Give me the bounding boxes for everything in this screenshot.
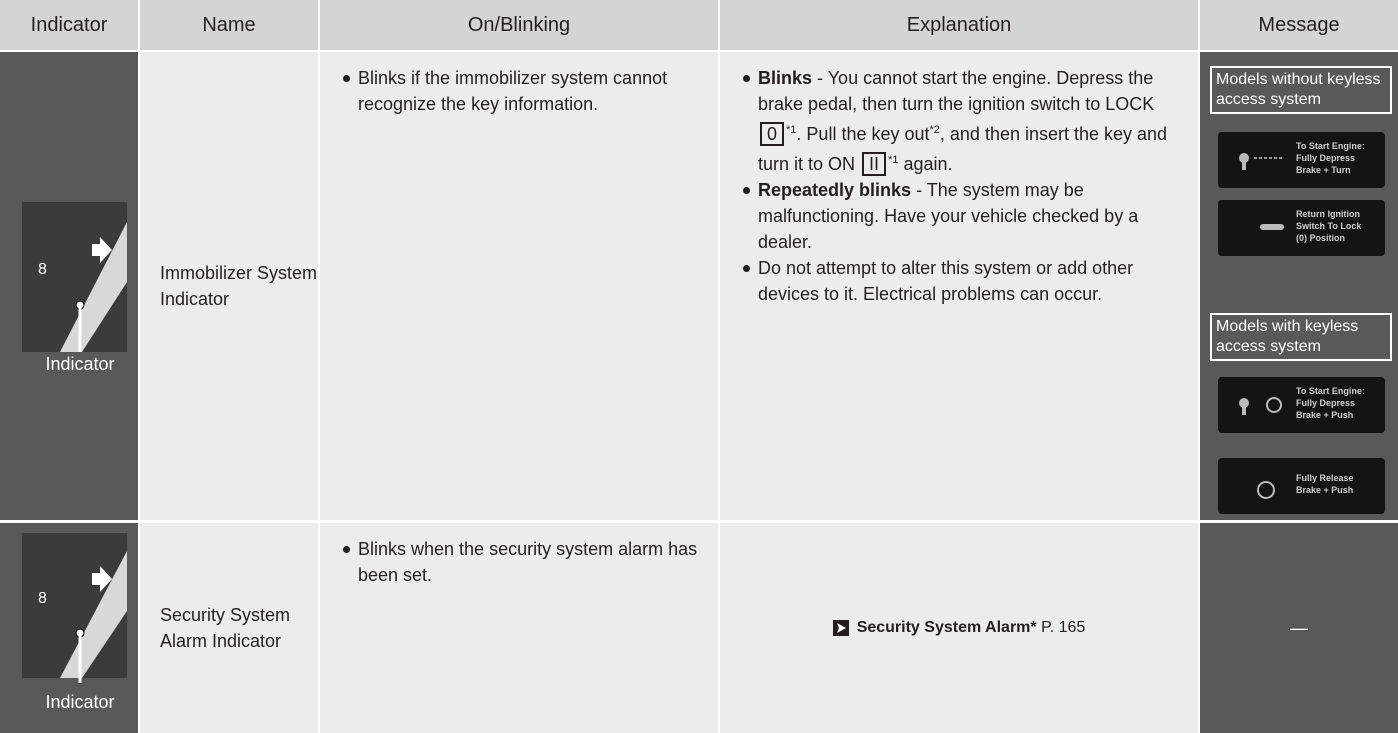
text: . Pull the key out: [796, 124, 930, 144]
header-cell: Explanation: [720, 0, 1198, 50]
screen-line: To Start Engine:: [1296, 141, 1365, 151]
screen-line: To Start Engine:: [1296, 386, 1365, 396]
list: Blinks when the security system alarm ha…: [340, 536, 698, 588]
screen-line: Brake + Push: [1296, 485, 1354, 495]
message-cell: Models without keyless access system To …: [1200, 52, 1398, 520]
bold-text: Blinks: [758, 68, 813, 88]
name-text: Security System Alarm Indicator: [160, 605, 291, 651]
header-cell: Indicator: [0, 0, 138, 50]
text: - The system may be malfunctioning. Have…: [758, 180, 1139, 252]
indicator-cell: 8 Indicator: [0, 523, 138, 733]
bullet: Blinks when the security system alarm ha…: [343, 536, 698, 588]
screen-icon: [1239, 397, 1282, 415]
indicator-image: 8 Indicator: [22, 202, 127, 374]
model-label: Models without keyless access system: [1210, 66, 1392, 114]
key-symbol: 0: [760, 122, 785, 146]
header-cell: On/Blinking: [320, 0, 718, 50]
explanation-cell: Blinks - You cannot start the engine. De…: [720, 52, 1198, 520]
indicator-image: 8 Indicator: [22, 533, 127, 712]
stripe: [60, 222, 127, 352]
screen-line: Return Ignition: [1296, 209, 1360, 219]
screen-icon: [1257, 481, 1275, 499]
screen-text: To Start Engine: Fully Depress Brake + Pus…: [1296, 385, 1365, 421]
screen-line: Brake + Push: [1296, 410, 1354, 420]
message-text: —: [1290, 618, 1308, 638]
header-text: Message: [1258, 14, 1340, 36]
indicator-label: Indicator: [45, 354, 114, 374]
bullet: Blinks - You cannot start the engine. De…: [743, 65, 1184, 177]
name-cell: Immobilizer System Indicator: [140, 52, 318, 520]
screen-text: To Start Engine: Fully Depress Brake + Tur…: [1296, 140, 1365, 176]
message-screen: To Start Engine: Fully Depress Brake + Tur…: [1218, 132, 1385, 188]
screen-text: Return Ignition Switch To Lock (0) Positio…: [1296, 208, 1361, 244]
link-mark: *: [1030, 619, 1037, 636]
footnote: *2: [929, 124, 940, 136]
bold-text: Repeatedly blinks: [758, 180, 912, 200]
bullet: Do not attempt to alter this system or a…: [743, 255, 1184, 307]
bullet: Blinks if the immobilizer system cannot …: [343, 65, 698, 117]
message-screen: Fully Release Brake + Push: [1218, 458, 1385, 514]
header-cell: Name: [140, 0, 318, 50]
on-blinking-cell: Blinks when the security system alarm ha…: [320, 523, 718, 733]
name-text: Immobilizer System Indicator: [160, 263, 318, 309]
list: Blinks - You cannot start the engine. De…: [740, 65, 1184, 307]
link-text[interactable]: Security System Alarm: [856, 619, 1031, 636]
header-text: Indicator: [30, 14, 108, 36]
indicator-number: 8: [38, 261, 47, 278]
bullet: Repeatedly blinks - The system may be ma…: [743, 177, 1184, 255]
screen-line: Fully Depress: [1296, 398, 1356, 408]
header-text: On/Blinking: [467, 14, 571, 36]
link-icon: [832, 620, 849, 636]
model-label: Models with keyless access system: [1210, 313, 1392, 361]
footnote: *1: [786, 124, 797, 136]
page-ref: P. 165: [1041, 619, 1086, 636]
text: again.: [898, 154, 953, 174]
indicator-cell: 8 Indicator: [0, 52, 138, 520]
key-symbol: II: [862, 152, 887, 176]
text: , and then insert the key and turn it to…: [758, 124, 1168, 174]
stripe: [60, 551, 127, 678]
list: Blinks if the immobilizer system cannot …: [340, 65, 698, 117]
arrow: [92, 237, 112, 263]
screen-icon: [1239, 153, 1284, 170]
indicator-label: Indicator: [45, 692, 114, 712]
header-text: Name: [202, 14, 256, 36]
screen-line: Brake + Turn: [1296, 165, 1351, 175]
screen-icon: [1260, 224, 1284, 230]
text: Do not attempt to alter this system or a…: [758, 258, 1134, 304]
text: - You cannot start the engine. Depress t…: [758, 68, 1155, 114]
screen-line: Switch To Lock: [1296, 221, 1362, 231]
explanation-cell: Security System Alarm * P. 165: [720, 523, 1198, 733]
on-blinking-cell: Blinks if the immobilizer system cannot …: [320, 52, 718, 520]
screen-line: Fully Depress: [1296, 153, 1356, 163]
header-text: Explanation: [906, 14, 1012, 36]
message-screen: Return Ignition Switch To Lock (0) Positio…: [1218, 200, 1385, 256]
message-screen: To Start Engine: Fully Depress Brake + Pus…: [1218, 377, 1385, 433]
screen-line: (0) Position: [1296, 233, 1345, 243]
footnote: *1: [888, 154, 899, 166]
arrow: [92, 566, 112, 592]
indicator-number: 8: [38, 590, 47, 607]
screen-line: Fully Release: [1296, 473, 1354, 483]
screen-text: Fully Release Brake + Push: [1296, 472, 1354, 496]
name-cell: Security System Alarm Indicator: [140, 523, 318, 733]
message-cell: —: [1200, 523, 1398, 733]
header-cell: Message: [1200, 0, 1398, 50]
